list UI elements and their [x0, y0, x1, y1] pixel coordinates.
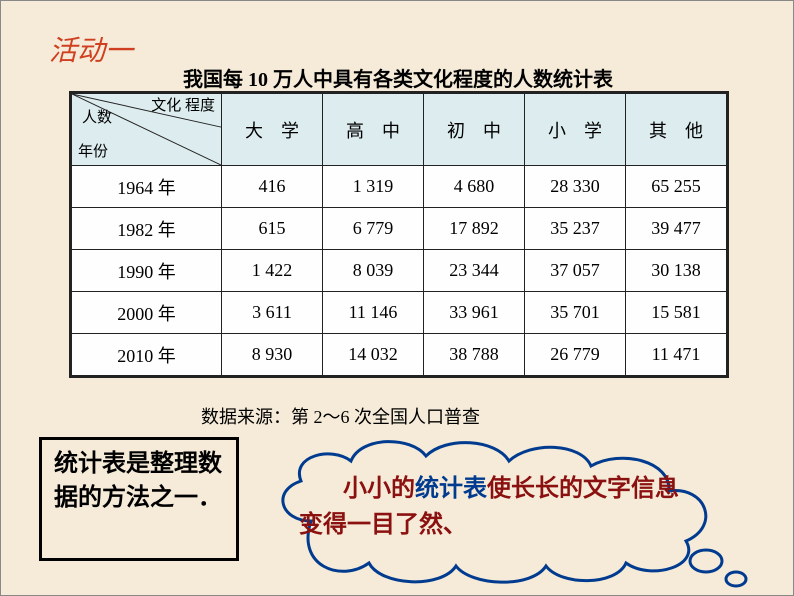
- table-row: 2010 年8 93014 03238 78826 77911 471: [72, 334, 727, 376]
- year-cell: 1982 年: [72, 208, 222, 250]
- table-body: 1964 年4161 3194 68028 33065 2551982 年615…: [72, 166, 727, 376]
- value-cell: 1 319: [323, 166, 424, 208]
- value-cell: 1 422: [222, 250, 323, 292]
- table-row: 2000 年3 61111 14633 96135 70115 581: [72, 292, 727, 334]
- table-header-row: 文化 程度 人数 年份 大 学 高 中 初 中 小 学 其 他: [72, 94, 727, 166]
- cloud-text: 小小的统计表使长长的文字信息变得一目了然、: [299, 471, 699, 543]
- table-row: 1964 年4161 3194 68028 33065 255: [72, 166, 727, 208]
- value-cell: 35 701: [525, 292, 626, 334]
- value-cell: 39 477: [626, 208, 727, 250]
- value-cell: 37 057: [525, 250, 626, 292]
- year-cell: 1990 年: [72, 250, 222, 292]
- value-cell: 8 930: [222, 334, 323, 376]
- value-cell: 4 680: [424, 166, 525, 208]
- value-cell: 33 961: [424, 292, 525, 334]
- col-header: 其 他: [626, 94, 727, 166]
- value-cell: 3 611: [222, 292, 323, 334]
- col-header: 高 中: [323, 94, 424, 166]
- table-row: 1982 年6156 77917 89235 23739 477: [72, 208, 727, 250]
- value-cell: 30 138: [626, 250, 727, 292]
- table-title: 我国每 10 万人中具有各类文化程度的人数统计表: [1, 63, 794, 92]
- corner-label-mid: 人数: [82, 106, 112, 127]
- value-cell: 35 237: [525, 208, 626, 250]
- year-cell: 1964 年: [72, 166, 222, 208]
- stats-table: 文化 程度 人数 年份 大 学 高 中 初 中 小 学 其 他 1964 年41…: [71, 93, 727, 376]
- value-cell: 65 255: [626, 166, 727, 208]
- value-cell: 11 471: [626, 334, 727, 376]
- value-cell: 8 039: [323, 250, 424, 292]
- stats-table-container: 文化 程度 人数 年份 大 学 高 中 初 中 小 学 其 他 1964 年41…: [69, 91, 729, 378]
- note-box: 统计表是整理数据的方法之一．: [39, 437, 239, 561]
- value-cell: 26 779: [525, 334, 626, 376]
- col-header: 小 学: [525, 94, 626, 166]
- corner-label-top: 文化 程度: [151, 98, 215, 115]
- value-cell: 615: [222, 208, 323, 250]
- corner-label-bottom: 年份: [78, 140, 108, 161]
- data-source-text: 数据来源：第 2～6 次全国人口普查: [201, 403, 480, 429]
- value-cell: 14 032: [323, 334, 424, 376]
- value-cell: 6 779: [323, 208, 424, 250]
- table-corner-cell: 文化 程度 人数 年份: [72, 94, 222, 166]
- value-cell: 416: [222, 166, 323, 208]
- table-row: 1990 年1 4228 03923 34437 05730 138: [72, 250, 727, 292]
- year-cell: 2000 年: [72, 292, 222, 334]
- cloud-text-part1: 小小的: [343, 476, 415, 502]
- value-cell: 17 892: [424, 208, 525, 250]
- value-cell: 23 344: [424, 250, 525, 292]
- col-header: 初 中: [424, 94, 525, 166]
- year-cell: 2010 年: [72, 334, 222, 376]
- value-cell: 11 146: [323, 292, 424, 334]
- cloud-text-accent: 统计表: [415, 476, 487, 502]
- col-header: 大 学: [222, 94, 323, 166]
- value-cell: 15 581: [626, 292, 727, 334]
- value-cell: 38 788: [424, 334, 525, 376]
- value-cell: 28 330: [525, 166, 626, 208]
